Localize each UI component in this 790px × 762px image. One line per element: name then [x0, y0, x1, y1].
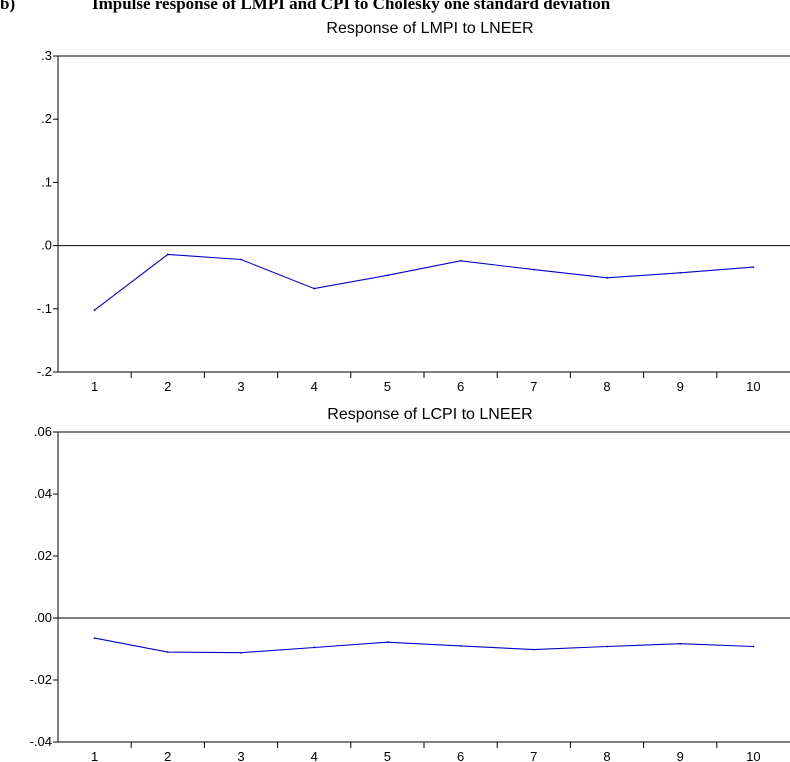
chart-title: Response of LMPI to LNEER — [326, 20, 533, 37]
y-tick-label: .2 — [41, 111, 52, 126]
x-tick-label: 7 — [530, 379, 537, 394]
response-data-point — [313, 287, 316, 290]
x-tick-label: 8 — [603, 749, 610, 762]
x-tick-label: 3 — [237, 379, 244, 394]
y-tick-label: .0 — [41, 238, 52, 253]
x-tick-label: 6 — [457, 749, 464, 762]
response-data-point — [752, 266, 755, 268]
response-data-point — [459, 645, 462, 647]
chart-title: Response of LCPI to LNEER — [327, 406, 532, 423]
x-tick-label: 4 — [311, 749, 318, 762]
y-tick-label: .3 — [41, 48, 52, 63]
y-tick-label: .04 — [34, 486, 52, 501]
response-data-point — [386, 274, 389, 277]
response-data-point — [166, 253, 169, 256]
response-data-point — [606, 276, 608, 279]
response-data-point — [240, 651, 242, 654]
y-tick-label: .1 — [41, 174, 52, 189]
x-tick-label: 2 — [164, 749, 171, 762]
x-tick-label: 7 — [530, 749, 537, 762]
response-data-point — [532, 268, 535, 271]
x-tick-label: 3 — [237, 749, 244, 762]
y-tick-label: -.02 — [30, 672, 52, 687]
y-tick-label: .06 — [34, 424, 52, 439]
response-data-point — [386, 641, 389, 644]
response-data-point — [679, 642, 682, 645]
x-tick-label: 1 — [91, 379, 98, 394]
x-tick-label: 1 — [91, 749, 98, 762]
y-tick-label: .02 — [34, 548, 52, 563]
figure-caption: b) Impulse response of LMPI and CPI to C… — [0, 0, 790, 16]
response-data-point — [606, 645, 608, 648]
response-data-point — [679, 271, 682, 274]
y-tick-label: .00 — [34, 610, 52, 625]
response-data-point — [752, 645, 755, 648]
x-tick-label: 5 — [384, 379, 391, 394]
response-data-point — [93, 637, 96, 640]
x-tick-label: 5 — [384, 749, 391, 762]
x-tick-label: 6 — [457, 379, 464, 394]
response-data-point — [313, 646, 316, 649]
y-tick-label: -.1 — [37, 301, 52, 316]
response-data-point — [459, 259, 462, 262]
response-data-point — [240, 258, 242, 261]
chart-panel-2: Response of LCPI to LNEER -.04 -.02 .00 .02.… — [30, 406, 790, 762]
x-tick-label: 2 — [164, 379, 171, 394]
response-series-line — [94, 253, 754, 311]
x-tick-label: 10 — [746, 379, 760, 394]
response-data-point — [93, 309, 96, 311]
chart-panel-1: Response of LMPI to LNEER -.2 -.1 .0 .1 .2 .3 1… — [37, 20, 790, 394]
x-tick-label: 8 — [603, 379, 610, 394]
y-tick-label: -.2 — [37, 364, 52, 379]
x-tick-label: 9 — [677, 749, 684, 762]
response-series-line — [94, 637, 754, 654]
response-data-point — [166, 651, 169, 653]
y-tick-label: -.04 — [30, 734, 52, 749]
figure-caption-text: Impulse response of LMPI and CPI to Chol… — [92, 0, 611, 13]
figure-label: b) — [0, 0, 16, 13]
x-tick-label: 9 — [677, 379, 684, 394]
x-tick-label: 10 — [746, 749, 760, 762]
response-data-point — [532, 648, 535, 651]
x-tick-label: 4 — [311, 379, 318, 394]
